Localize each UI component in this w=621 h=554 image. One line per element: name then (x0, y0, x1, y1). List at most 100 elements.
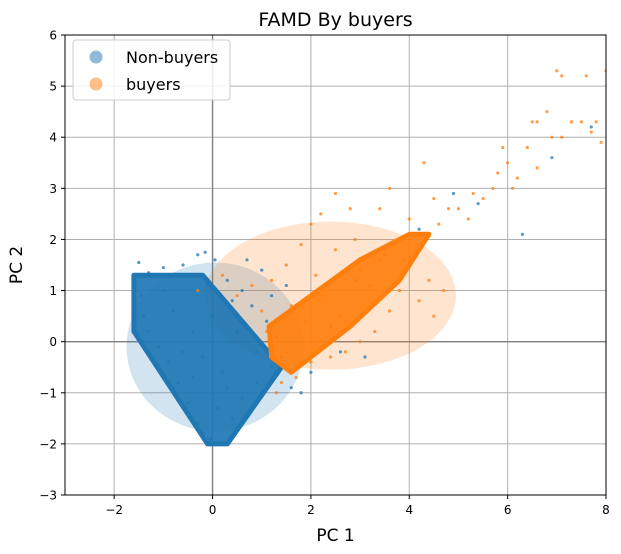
point-buyers (397, 288, 402, 293)
point-buyers (555, 69, 559, 73)
point-buyers (466, 217, 470, 221)
point-buyers (343, 350, 347, 354)
point-non-buyers (255, 350, 259, 354)
point-buyers (447, 207, 451, 211)
point-non-buyers (235, 329, 239, 334)
point-non-buyers (186, 401, 190, 405)
point-non-buyers (269, 365, 274, 369)
point-buyers (260, 309, 264, 313)
point-non-buyers (284, 283, 288, 288)
point-buyers (442, 288, 446, 293)
point-buyers (373, 329, 377, 334)
point-non-buyers (161, 288, 165, 293)
point-buyers (348, 207, 352, 211)
point-non-buyers (210, 314, 215, 318)
y-tick-label: −2 (39, 437, 57, 451)
point-buyers (501, 145, 505, 150)
point-buyers (358, 340, 362, 344)
point-buyers (579, 120, 584, 124)
point-buyers (284, 350, 288, 354)
point-buyers (269, 278, 274, 282)
point-non-buyers (191, 375, 195, 380)
dense-cluster-buyers (266, 231, 432, 375)
point-buyers (589, 130, 593, 134)
point-buyers (289, 304, 293, 308)
point-non-buyers (250, 304, 254, 308)
point-non-buyers (137, 260, 141, 265)
x-tick-label: 2 (307, 503, 315, 517)
point-buyers (235, 294, 239, 298)
point-buyers (422, 161, 426, 165)
point-buyers (496, 171, 500, 175)
y-tick-label: 6 (49, 29, 57, 43)
point-non-buyers (208, 437, 212, 441)
y-tick-label: 3 (49, 182, 57, 196)
point-non-buyers (289, 386, 293, 390)
point-buyers (594, 120, 598, 124)
y-tick-label: 1 (49, 284, 57, 298)
point-buyers (299, 242, 303, 247)
point-buyers (304, 319, 308, 323)
y-tick-label: −1 (39, 386, 57, 400)
axis-ticks: −2 0 2 4 6 8 −3 −2 −1 0 1 2 3 4 5 6 (39, 29, 610, 518)
point-non-buyers (309, 370, 313, 374)
y-tick-label: 0 (49, 335, 57, 349)
y-tick-label: 5 (49, 80, 57, 94)
point-buyers (491, 186, 495, 190)
point-buyers (333, 248, 338, 252)
legend-label-non-buyers: Non-buyers (126, 48, 218, 67)
y-tick-label: 4 (49, 131, 57, 145)
x-tick-label: −2 (105, 503, 123, 517)
plot-frame (64, 34, 607, 496)
point-buyers (599, 140, 603, 144)
point-non-buyers (220, 370, 224, 374)
point-non-buyers (363, 355, 367, 359)
point-buyers (333, 191, 338, 196)
point-non-buyers (201, 355, 205, 359)
point-buyers (388, 186, 392, 190)
point-non-buyers (451, 191, 456, 196)
legend-marker-non-buyers (89, 50, 103, 64)
point-buyers (560, 74, 564, 78)
point-non-buyers (417, 227, 421, 231)
point-buyers (560, 135, 564, 139)
point-non-buyers (171, 309, 175, 313)
point-buyers (569, 120, 574, 124)
point-buyers (535, 166, 539, 170)
point-buyers (402, 258, 406, 262)
legend-frame (72, 39, 231, 101)
point-buyers (294, 375, 298, 380)
point-non-buyers (260, 268, 264, 272)
point-non-buyers (255, 380, 259, 385)
point-buyers (309, 222, 313, 226)
point-buyers (265, 329, 269, 334)
point-buyers (481, 196, 485, 201)
point-non-buyers (147, 271, 151, 275)
scatter-points (131, 69, 606, 447)
point-buyers (378, 207, 382, 211)
point-non-buyers (338, 350, 343, 354)
point-non-buyers (156, 345, 161, 349)
point-buyers (309, 360, 313, 364)
point-non-buyers (589, 125, 593, 129)
point-buyers (506, 161, 510, 165)
y-tick-label: −3 (39, 489, 57, 503)
point-buyers (319, 294, 323, 298)
point-buyers (530, 120, 534, 124)
point-buyers (284, 263, 288, 267)
point-buyers (584, 74, 588, 78)
point-non-buyers (196, 253, 200, 257)
point-non-buyers (520, 232, 524, 236)
point-non-buyers (176, 380, 180, 385)
point-buyers (279, 380, 283, 385)
point-buyers (407, 217, 411, 221)
point-buyers (432, 314, 436, 318)
point-buyers (545, 110, 549, 114)
point-buyers (250, 283, 254, 288)
x-tick-label: 8 (602, 503, 610, 517)
point-non-buyers (203, 250, 207, 254)
point-buyers (417, 299, 421, 303)
point-non-buyers (240, 396, 244, 400)
point-buyers (432, 196, 436, 201)
point-buyers (437, 222, 441, 226)
